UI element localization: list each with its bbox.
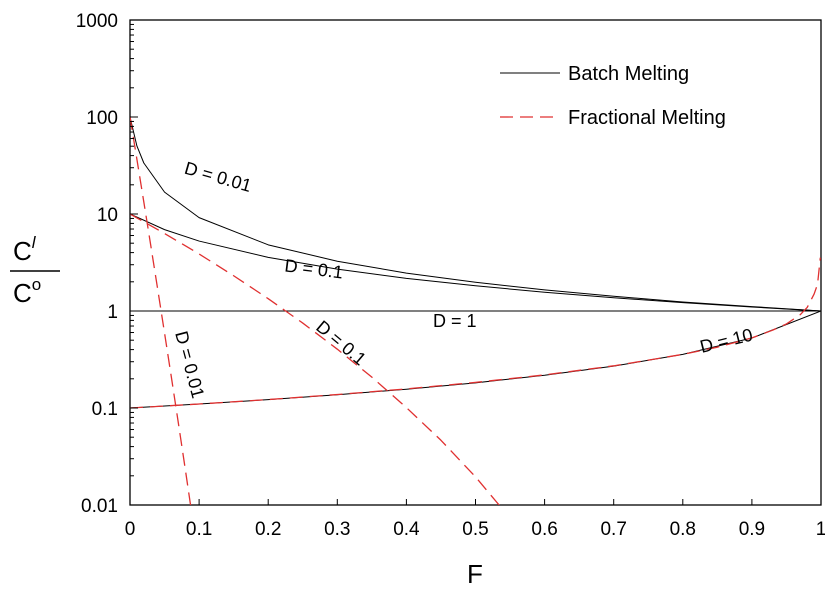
x-tick-label: 0.1	[186, 519, 212, 540]
y-axis-title-denominator: Co	[13, 275, 41, 308]
curve-label: D = 0.01	[182, 158, 253, 196]
curve-label: D = 10	[698, 325, 755, 357]
x-tick-label: 0.9	[739, 519, 765, 540]
fractional-curve-d-0-01	[130, 116, 192, 505]
x-tick-label: 0.7	[600, 519, 626, 540]
legend-label-batch: Batch Melting	[568, 63, 689, 85]
legend: Batch Melting Fractional Melting	[500, 63, 726, 129]
y-tick-label: 1000	[76, 11, 118, 32]
x-tick-label: 0.5	[462, 519, 488, 540]
curve-labels: D = 0.01 D = 0.1 D = 1 D = 0.01 D = 0.1 D = 1…	[171, 158, 754, 400]
y-axis-title-numerator: Cl	[13, 233, 37, 266]
x-tick-label: 0.2	[255, 519, 281, 540]
x-tick-label: 0.8	[670, 519, 696, 540]
y-tick-label: 1	[107, 302, 118, 323]
x-axis: 0 0.1 0.2 0.3 0.4 0.5 0.6 0.7 0.8 0.9 1	[125, 499, 825, 540]
curve-label: D = 0.01	[171, 329, 208, 400]
x-tick-label: 0.3	[324, 519, 350, 540]
fractional-curve-d-0-1	[130, 213, 500, 505]
curve-label: D = 0.1	[312, 316, 370, 369]
y-axis: 0.01 0.1 1 10 100 1000	[76, 11, 138, 517]
legend-label-fractional: Fractional Melting	[568, 107, 726, 129]
x-tick-label: 0.4	[393, 519, 420, 540]
x-tick-label: 1	[816, 519, 825, 540]
curve-label: D = 1	[433, 311, 477, 331]
y-tick-label: 0.01	[81, 496, 118, 517]
y-tick-label: 100	[86, 108, 118, 129]
x-axis-title: F	[467, 559, 483, 589]
y-tick-label: 10	[97, 205, 118, 226]
curve-label: D = 0.1	[284, 256, 345, 283]
curves	[130, 116, 821, 505]
plot-frame	[129, 19, 822, 506]
batch-curve-d-0-1	[130, 213, 821, 312]
x-tick-label: 0.6	[531, 519, 557, 540]
y-tick-label: 0.1	[92, 399, 118, 420]
x-tick-label: 0	[125, 519, 136, 540]
batch-curve-d-0-01	[130, 116, 821, 312]
y-axis-title: Cl Co	[10, 233, 60, 308]
